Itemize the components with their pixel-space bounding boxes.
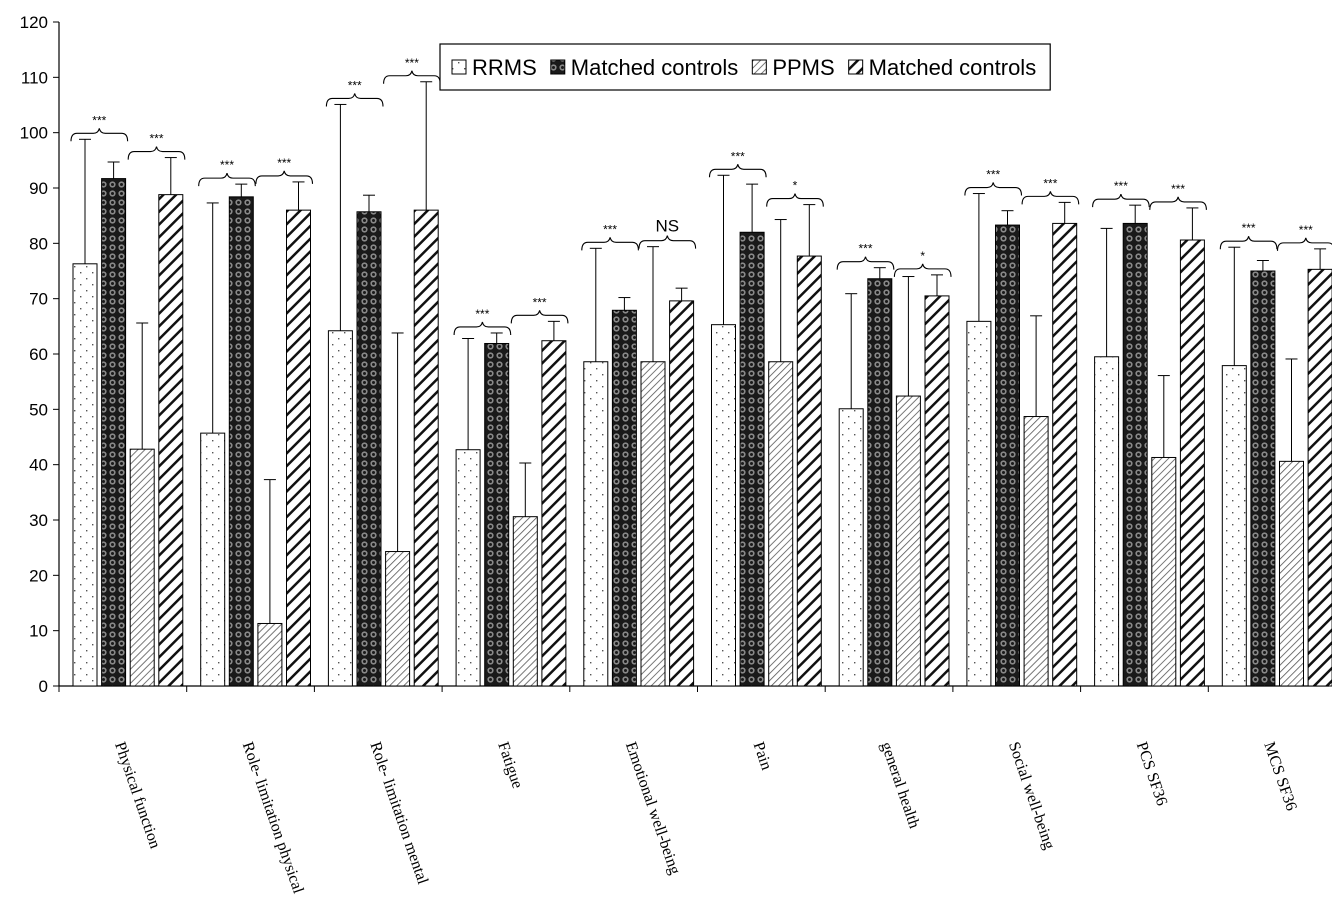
y-axis: 0 10 20 30 40 50 60 70 80 90 100 110 120 [20, 13, 59, 696]
legend-label: PPMS [772, 55, 834, 80]
significance-label: *** [1171, 182, 1185, 196]
bar-hatch-fine [1024, 417, 1048, 686]
significance-label: *** [1299, 223, 1313, 237]
bar-hatch-fine [258, 623, 282, 686]
bar-hatch-bold [1308, 269, 1332, 686]
y-tick-label: 30 [29, 511, 48, 530]
bar-circles [740, 232, 764, 686]
bar-hatch-bold [414, 210, 438, 686]
significance-label: *** [92, 113, 106, 127]
category-label: Social well-being [1005, 740, 1058, 852]
y-tick-label: 100 [20, 124, 48, 143]
category-label: PCS SF36 [1133, 740, 1171, 808]
significance-label: *** [533, 295, 547, 309]
bar-circles [1251, 271, 1275, 686]
bar-circles [357, 212, 381, 686]
category-label: Fatigue [494, 740, 526, 791]
bar-dots [456, 450, 480, 686]
bar-dots [712, 325, 736, 686]
significance-label: *** [731, 149, 745, 163]
bar-hatch-fine [513, 517, 537, 686]
bar-dots [967, 321, 991, 686]
significance-label: NS [655, 217, 679, 236]
category-label: Emotional well-being [622, 740, 683, 877]
y-tick-label: 20 [29, 566, 48, 585]
category-label: MCS SF36 [1260, 740, 1299, 813]
category-label: Role- limitation physical [239, 740, 307, 896]
y-tick-label: 90 [29, 179, 48, 198]
category-label: Role- limitation mental [366, 740, 431, 887]
significance-label: *** [986, 168, 1000, 182]
bar-dots [839, 409, 863, 686]
bar-hatch-bold [542, 341, 566, 686]
bar-hatch-bold [1053, 223, 1077, 686]
bar-hatch-bold [1180, 240, 1204, 686]
significance-label: *** [277, 156, 291, 170]
y-tick-label: 50 [29, 400, 48, 419]
bar-hatch-fine [386, 552, 410, 686]
bar-hatch-bold [925, 296, 949, 686]
bar-circles [485, 343, 509, 686]
y-tick-label: 70 [29, 290, 48, 309]
bar-dots [584, 362, 608, 686]
bar-hatch-bold [287, 210, 311, 686]
category-labels: Physical function Role- limitation physic… [111, 740, 1300, 896]
significance-label: *** [149, 132, 163, 146]
bar-dots [201, 433, 225, 686]
bar-circles [1123, 223, 1147, 686]
significance-label: *** [475, 307, 489, 321]
bar-dots [1222, 366, 1246, 686]
bar-circles [229, 197, 253, 686]
bar-circles [102, 179, 126, 686]
legend-label: RRMS [472, 55, 537, 80]
significance-label: *** [603, 222, 617, 236]
legend-swatch [752, 60, 766, 74]
significance-label: * [793, 179, 798, 193]
legend-swatch [452, 60, 466, 74]
category-label: Physical function [111, 740, 163, 851]
bar-dots [73, 264, 97, 686]
y-tick-label: 120 [20, 13, 48, 32]
category-label: Pain [750, 740, 775, 772]
y-tick-label: 0 [39, 677, 48, 696]
significance-label: *** [348, 78, 362, 92]
y-tick-label: 40 [29, 456, 48, 475]
legend-swatch [551, 60, 565, 74]
bar-circles [612, 310, 636, 686]
significance-label: *** [1242, 221, 1256, 235]
bar-hatch-fine [130, 449, 154, 686]
bar-hatch-bold [159, 195, 183, 686]
bar-dots [328, 331, 352, 686]
significance-label: * [920, 249, 925, 263]
y-tick-label: 110 [21, 68, 48, 87]
bar-hatch-bold [670, 301, 694, 686]
bars [73, 179, 1332, 686]
bar-dots [1095, 357, 1119, 686]
bar-hatch-fine [896, 396, 920, 686]
bar-circles [996, 225, 1020, 686]
significance-label: *** [220, 158, 234, 172]
bar-hatch-fine [769, 362, 793, 686]
bar-hatch-bold [797, 256, 821, 686]
legend: RRMS Matched controls PPMS Matched controls [440, 44, 1050, 90]
y-tick-label: 10 [29, 622, 48, 641]
legend-swatch [849, 60, 863, 74]
x-axis [59, 686, 1332, 692]
y-tick-label: 60 [29, 345, 48, 364]
bar-hatch-fine [1280, 461, 1304, 686]
legend-label: Matched controls [869, 55, 1037, 80]
significance-label: *** [405, 56, 419, 70]
y-tick-label: 80 [29, 234, 48, 253]
significance-label: *** [1043, 176, 1057, 190]
bar-circles [868, 279, 892, 686]
significance-label: *** [1114, 179, 1128, 193]
bar-hatch-fine [1152, 457, 1176, 686]
significance-label: *** [858, 242, 872, 256]
category-label: general health [877, 740, 922, 831]
bar-hatch-fine [641, 362, 665, 686]
legend-label: Matched controls [571, 55, 739, 80]
